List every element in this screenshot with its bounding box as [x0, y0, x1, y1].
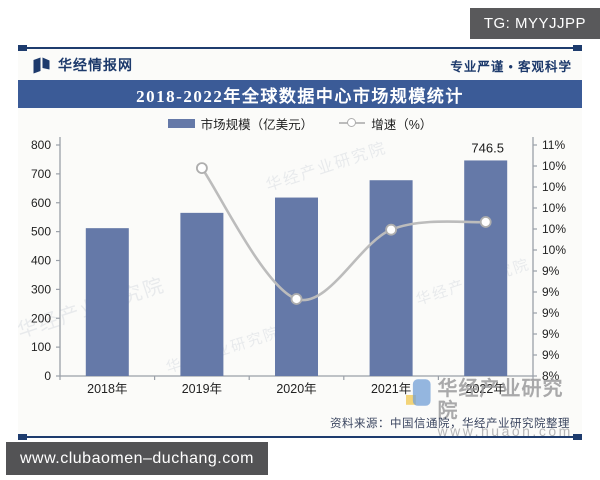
right-axis-tick-label: 9% [542, 264, 560, 278]
bar-2019年 [180, 212, 224, 376]
right-axis-tick-label: 9% [542, 285, 560, 299]
url-badge: www.clubaomen–duchang.com [6, 442, 268, 475]
bar-2022年 [464, 160, 508, 376]
chart-title: 2018-2022年全球数据中心市场规模统计 [136, 86, 464, 106]
growth-line-marker [385, 223, 398, 236]
left-axis-tick-label: 0 [44, 369, 51, 383]
url-badge-text: www.clubaomen–duchang.com [20, 449, 254, 467]
left-axis-tick-label: 500 [31, 225, 51, 239]
market-size-chart: 华经产业研究院华经产业研究院华经产业研究院华经产业研究院800700600500… [18, 137, 566, 396]
legend-line-marker-icon [347, 118, 357, 127]
legend-bar-label: 市场规模（亿美元） [200, 117, 314, 132]
growth-line [200, 166, 487, 302]
growth-line-marker [290, 293, 303, 305]
card-header: 华经情报网 专业严谨 • 客观科学 [18, 52, 582, 78]
tg-badge-text: TG: MYYJJPP [483, 15, 586, 32]
right-axis-tick-label: 11% [542, 138, 565, 152]
left-axis-tick-label: 600 [31, 196, 51, 210]
legend-line-swatch [339, 118, 366, 127]
right-axis-tick-label: 10% [542, 159, 566, 173]
right-axis-tick-label: 10% [542, 222, 566, 236]
growth-line-marker [479, 216, 492, 228]
tg-badge: TG: MYYJJPP [469, 8, 600, 39]
bar-value-label: 746.5 [471, 140, 504, 155]
brand-name: 华经情报网 [58, 59, 133, 74]
right-axis-tick-label: 10% [542, 201, 566, 215]
right-axis-tick-label: 10% [542, 180, 566, 194]
left-axis-tick-label: 200 [31, 311, 51, 325]
card-bottom-rule [18, 434, 582, 440]
chart-legend: 市场规模（亿美元） 增速（%） [18, 113, 582, 133]
brand-logo-icon [33, 57, 50, 73]
right-axis-tick-label: 10% [542, 243, 566, 257]
right-axis-tick-label: 9% [542, 327, 560, 341]
brand: 华经情报网 [32, 55, 133, 75]
bar-2021年 [369, 180, 413, 376]
chart-card: 华经情报网 专业严谨 • 客观科学 2018-2022年全球数据中心市场规模统计… [18, 45, 582, 440]
legend-bar-swatch [167, 118, 195, 128]
source-note: 资料来源：中国信通院，华经产业研究院整理 [330, 418, 570, 430]
legend-item-growth: 增速（%） [339, 114, 432, 133]
growth-line-marker [195, 162, 208, 174]
chart-title-banner: 2018-2022年全球数据中心市场规模统计 [18, 80, 582, 108]
x-axis-label: 2019年 [182, 382, 222, 396]
right-axis-tick-label: 9% [542, 306, 560, 320]
legend-line-label: 增速（%） [371, 117, 433, 132]
bar-2020年 [275, 197, 318, 376]
card-top-rule [18, 45, 582, 51]
right-axis-tick-label: 9% [542, 348, 560, 362]
x-axis-label: 2018年 [87, 382, 127, 396]
brand-tagline: 专业严谨 • 客观科学 [450, 59, 572, 74]
left-axis-tick-label: 800 [31, 138, 51, 152]
right-axis-tick-label: 8% [542, 369, 560, 383]
x-axis-label: 2021年 [371, 382, 411, 396]
x-axis-label: 2022年 [466, 382, 506, 396]
left-axis-tick-label: 400 [31, 254, 51, 268]
x-axis-label: 2020年 [276, 382, 316, 396]
left-axis-tick-label: 100 [31, 340, 51, 354]
legend-item-market-size: 市场规模（亿美元） [167, 114, 314, 133]
left-axis-tick-label: 700 [31, 167, 51, 181]
bar-2018年 [85, 228, 129, 376]
left-axis-tick-label: 300 [31, 282, 51, 296]
